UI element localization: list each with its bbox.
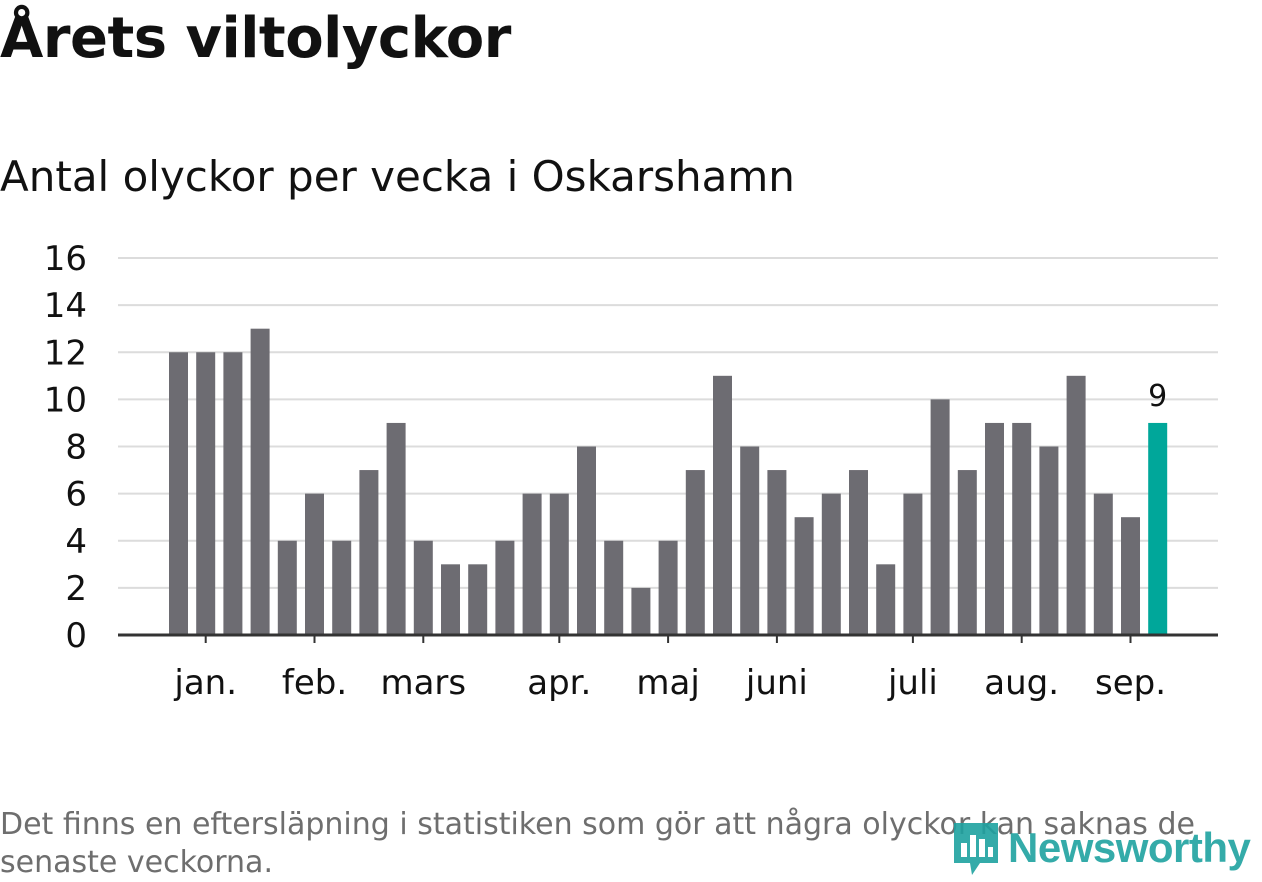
- y-tick-label: 0: [65, 616, 87, 656]
- bar: [386, 422, 406, 635]
- bar: [522, 493, 542, 635]
- bar: [441, 564, 460, 635]
- bar-latest-week: [1148, 422, 1168, 635]
- bar: [549, 493, 569, 635]
- bar: [604, 540, 624, 635]
- bar: [250, 328, 270, 635]
- bar: [903, 493, 923, 635]
- x-tick-label: aug.: [984, 663, 1059, 703]
- bar: [685, 470, 705, 635]
- value-label: 9: [1148, 379, 1167, 414]
- logo-text: Newsworthy: [1008, 824, 1251, 871]
- bar: [577, 446, 596, 635]
- y-tick-label: 16: [44, 239, 87, 279]
- bar-chart: 0 2 4 6 8 10 12 14 16 jan. feb. mars apr. maj juni jul…: [44, 239, 1218, 703]
- y-tick-label: 6: [65, 475, 87, 515]
- y-axis-labels: 0 2 4 6 8 10 12 14 16: [44, 239, 87, 656]
- bars: [169, 328, 1168, 635]
- bar: [821, 493, 841, 635]
- y-tick-label: 8: [65, 428, 87, 468]
- bar: [985, 422, 1004, 635]
- chart-title: Årets viltolyckor: [0, 6, 511, 71]
- bar: [196, 352, 216, 635]
- bar: [794, 517, 814, 635]
- x-tick-label: sep.: [1095, 663, 1166, 703]
- bar: [1066, 375, 1086, 635]
- x-tick-label: juli: [887, 663, 938, 703]
- bar: [1121, 517, 1140, 635]
- bar: [359, 470, 379, 635]
- bar: [277, 540, 297, 635]
- x-tick-label: maj: [636, 663, 699, 703]
- bar: [305, 493, 324, 635]
- newsworthy-bar-chart-icon: [954, 823, 998, 875]
- bar: [413, 540, 433, 635]
- bar: [631, 587, 651, 635]
- x-tick-label: jan.: [173, 663, 237, 703]
- chart-subtitle: Antal olyckor per vecka i Oskarshamn: [0, 152, 795, 201]
- bar: [876, 564, 896, 635]
- y-tick-label: 4: [65, 522, 87, 562]
- bar: [1093, 493, 1113, 635]
- y-tick-label: 12: [44, 333, 87, 373]
- y-tick-label: 14: [44, 286, 87, 326]
- bar: [658, 540, 678, 635]
- bar: [930, 399, 950, 635]
- x-axis-ticks: jan. feb. mars apr. maj juni juli aug. sep.: [173, 635, 1166, 703]
- bar: [849, 470, 868, 635]
- bar: [223, 352, 243, 635]
- x-tick-label: apr.: [527, 663, 591, 703]
- x-tick-label: mars: [380, 663, 466, 703]
- bar: [332, 540, 352, 635]
- y-tick-label: 2: [65, 569, 87, 609]
- bar: [1039, 446, 1059, 635]
- bar: [1012, 422, 1032, 635]
- bar: [957, 470, 977, 635]
- newsworthy-logo: Newsworthy: [950, 818, 1251, 878]
- y-tick-label: 10: [44, 380, 87, 420]
- x-tick-label: juni: [745, 663, 808, 703]
- bar: [169, 352, 188, 635]
- gridlines: [118, 257, 1218, 589]
- bar: [767, 470, 787, 635]
- bar: [713, 375, 732, 635]
- x-tick-label: feb.: [282, 663, 347, 703]
- bar: [740, 446, 760, 635]
- bar: [468, 564, 488, 635]
- data-labels: 9: [1148, 379, 1167, 414]
- bar: [495, 540, 515, 635]
